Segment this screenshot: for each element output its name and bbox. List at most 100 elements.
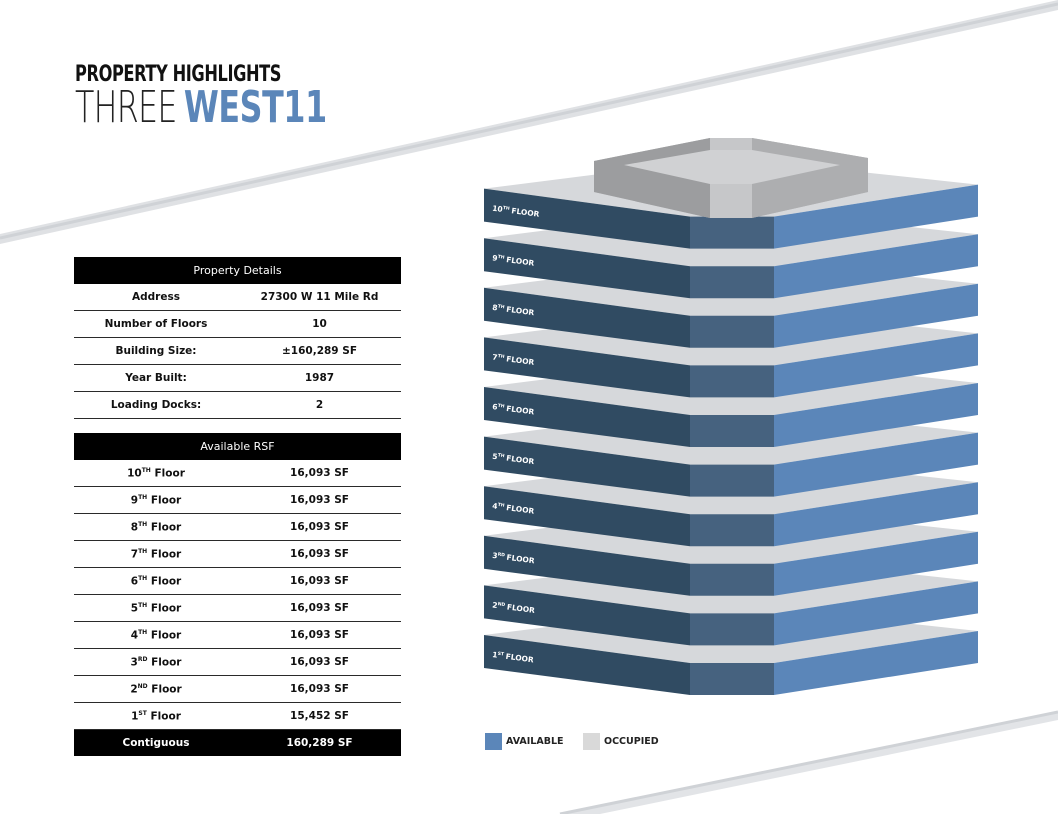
table-row: 7TH Floor 16,093 SF xyxy=(74,540,401,568)
table-row: 1ST Floor 15,452 SF xyxy=(74,702,401,730)
available-rsf-title: Available RSF xyxy=(74,433,401,460)
floor-ordinal: TH xyxy=(138,601,148,609)
floor-label: 9THFLOOR xyxy=(492,253,535,267)
floor-number: 6 xyxy=(130,575,139,588)
floor-number: 8 xyxy=(130,521,139,534)
floor-face-middle xyxy=(690,514,774,547)
floor-rsf-value: 16,093 SF xyxy=(238,540,401,568)
floor-word: Floor xyxy=(150,710,181,723)
floor-face-left xyxy=(484,436,690,497)
property-details-table: Property Details Address 27300 W 11 Mile… xyxy=(74,257,401,419)
property-title: THREE WEST11 xyxy=(75,84,327,132)
floor-face-right xyxy=(774,184,978,249)
floor-face-right xyxy=(774,631,978,695)
floor-ordinal: TH xyxy=(138,520,148,528)
floor-rsf-value: 16,093 SF xyxy=(238,460,401,487)
table-row: Building Size: ±160,289 SF xyxy=(74,337,401,365)
floor-face-left xyxy=(484,188,690,249)
table-row: 6TH Floor 16,093 SF xyxy=(74,567,401,595)
floor-label: 3RDFLOOR xyxy=(492,551,536,566)
legend-occupied: OCCUPIED xyxy=(583,733,659,750)
floor-ordinal: TH xyxy=(138,493,148,501)
floor-label: 2NDFLOOR xyxy=(492,600,536,615)
floor-word: Floor xyxy=(150,602,182,615)
available-rsf-table: Available RSF 10TH Floor 16,093 SF 9TH Flo… xyxy=(74,433,401,756)
table-row: Loading Docks: 2 xyxy=(74,391,401,419)
floor-ordinal: TH xyxy=(138,547,148,555)
floor-rsf-value: 16,093 SF xyxy=(238,594,401,622)
floor-face-middle xyxy=(690,415,774,447)
floor-word: Floor xyxy=(150,521,182,534)
floor-face-middle xyxy=(690,365,774,398)
floor-label: 8TH Floor xyxy=(74,513,238,541)
floor-label: 1STFLOOR xyxy=(492,650,535,664)
floor-face-right xyxy=(774,383,978,447)
detail-value: 10 xyxy=(238,310,401,338)
floor-face-left xyxy=(484,585,690,646)
legend-occupied-swatch xyxy=(583,733,600,750)
floor-number: 4 xyxy=(130,629,139,642)
table-row: Year Built: 1987 xyxy=(74,364,401,392)
floor-ordinal: TH xyxy=(138,574,148,582)
floor-word: Floor xyxy=(154,467,185,480)
floor-rsf-value: 16,093 SF xyxy=(238,486,401,514)
detail-value: 2 xyxy=(238,391,401,419)
floor-face-right xyxy=(774,234,978,299)
floor-rsf-value: 16,093 SF xyxy=(238,621,401,649)
table-row: Address 27300 W 11 Mile Rd xyxy=(74,284,401,311)
floor-face-right xyxy=(774,283,978,348)
floor-word: Floor xyxy=(151,656,182,669)
floor-ordinal: RD xyxy=(137,655,148,663)
floor-face-right xyxy=(774,432,978,497)
floor-label: 7TH Floor xyxy=(74,540,238,568)
floor-label: 4TH Floor xyxy=(74,621,238,649)
floor-number: 2 xyxy=(130,683,138,696)
floor-ordinal: ND xyxy=(137,682,148,690)
table-row: 4TH Floor 16,093 SF xyxy=(74,621,401,649)
floor-ordinal: TH xyxy=(141,466,151,474)
floor-label: 3RD Floor xyxy=(74,648,238,676)
total-label: Contiguous xyxy=(74,729,238,756)
floor-rsf-value: 16,093 SF xyxy=(238,675,401,703)
floor-face-left xyxy=(484,387,690,447)
floor-number: 1 xyxy=(131,710,139,723)
floor-face-left xyxy=(484,287,690,348)
legend-occupied-label: OCCUPIED xyxy=(604,736,659,747)
legend-available: AVAILABLE xyxy=(485,733,564,750)
detail-label: Year Built: xyxy=(74,364,238,392)
floor-number: 9 xyxy=(130,494,139,507)
total-value: 160,289 SF xyxy=(238,729,401,756)
floor-label: 7THFLOOR xyxy=(492,352,535,366)
floor-face-left xyxy=(484,635,690,695)
table-row: 8TH Floor 16,093 SF xyxy=(74,513,401,541)
detail-label: Building Size: xyxy=(74,337,238,365)
floor-word: Floor xyxy=(150,494,182,507)
floor-face-left xyxy=(484,337,690,398)
floor-face-middle xyxy=(690,315,774,348)
floor-rsf-value: 16,093 SF xyxy=(238,567,401,595)
detail-value: ±160,289 SF xyxy=(238,337,401,365)
detail-value: 27300 W 11 Mile Rd xyxy=(238,284,401,311)
detail-label: Loading Docks: xyxy=(74,391,238,419)
floor-face-left xyxy=(484,486,690,547)
floor-number: 10 xyxy=(127,467,142,480)
floor-face-left xyxy=(484,535,690,596)
floor-word: Floor xyxy=(150,548,182,561)
floor-number: 3 xyxy=(130,656,138,669)
table-row: 5TH Floor 16,093 SF xyxy=(74,594,401,622)
detail-value: 1987 xyxy=(238,364,401,392)
floor-face-right xyxy=(774,581,978,646)
legend-available-swatch xyxy=(485,733,502,750)
detail-label: Number of Floors xyxy=(74,310,238,338)
floor-ordinal: ST xyxy=(138,709,147,717)
floor-rsf-value: 16,093 SF xyxy=(238,648,401,676)
floor-face-right xyxy=(774,333,978,398)
floor-label: 10TH Floor xyxy=(74,460,238,487)
section-heading: PROPERTY HIGHLIGHTS xyxy=(75,62,282,87)
floor-label: 10THFLOOR xyxy=(492,204,540,219)
floor-face-right xyxy=(774,482,978,547)
floor-label: 6THFLOOR xyxy=(492,402,535,416)
floor-number: 7 xyxy=(130,548,139,561)
floor-face-middle xyxy=(690,266,774,299)
